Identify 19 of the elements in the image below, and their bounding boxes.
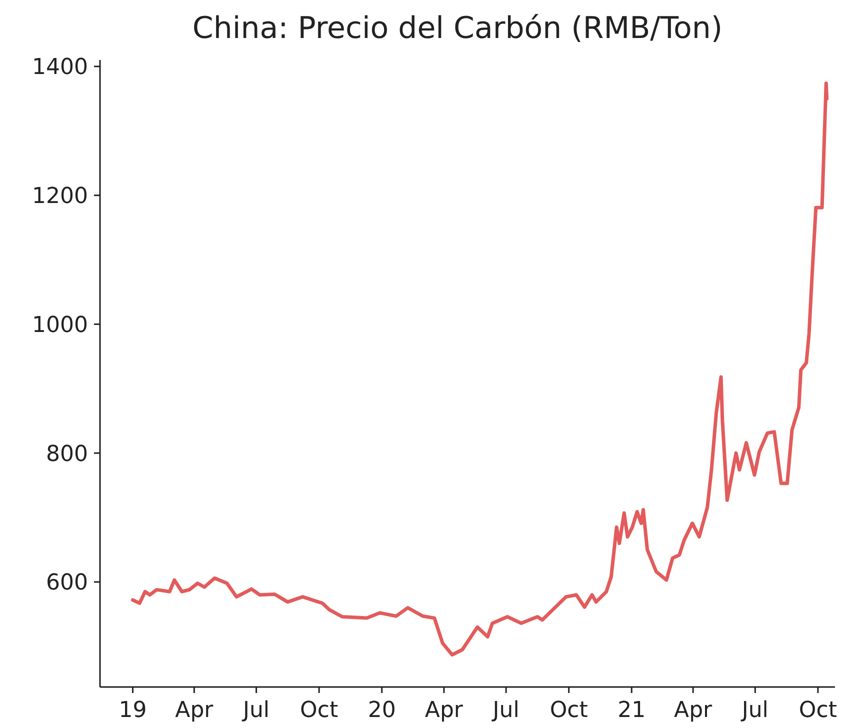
y-tick-label: 1000 — [32, 312, 88, 338]
chart-title: China: Precio del Carbón (RMB/Ton) — [192, 11, 723, 46]
x-tick-label: Apr — [424, 698, 464, 723]
x-tick-label: 19 — [118, 698, 147, 723]
y-tick-label: 1200 — [32, 184, 88, 210]
y-tick-label: 1400 — [32, 55, 88, 80]
x-tick-label: Jul — [490, 698, 520, 723]
y-tick-label: 800 — [46, 442, 88, 467]
x-tick-label: 20 — [368, 698, 396, 723]
x-tick-label: Jul — [740, 698, 768, 723]
x-tick-label: Apr — [674, 698, 714, 723]
x-tick-label: Oct — [300, 698, 338, 723]
y-tick-label: 600 — [46, 570, 88, 596]
x-tick-label: Oct — [798, 698, 838, 723]
line-series — [131, 81, 829, 657]
x-tick-label: Oct — [550, 698, 588, 723]
x-tick-label: Apr — [175, 698, 214, 723]
x-tick-label: 21 — [618, 698, 646, 723]
x-tick-label: Jul — [241, 698, 270, 723]
